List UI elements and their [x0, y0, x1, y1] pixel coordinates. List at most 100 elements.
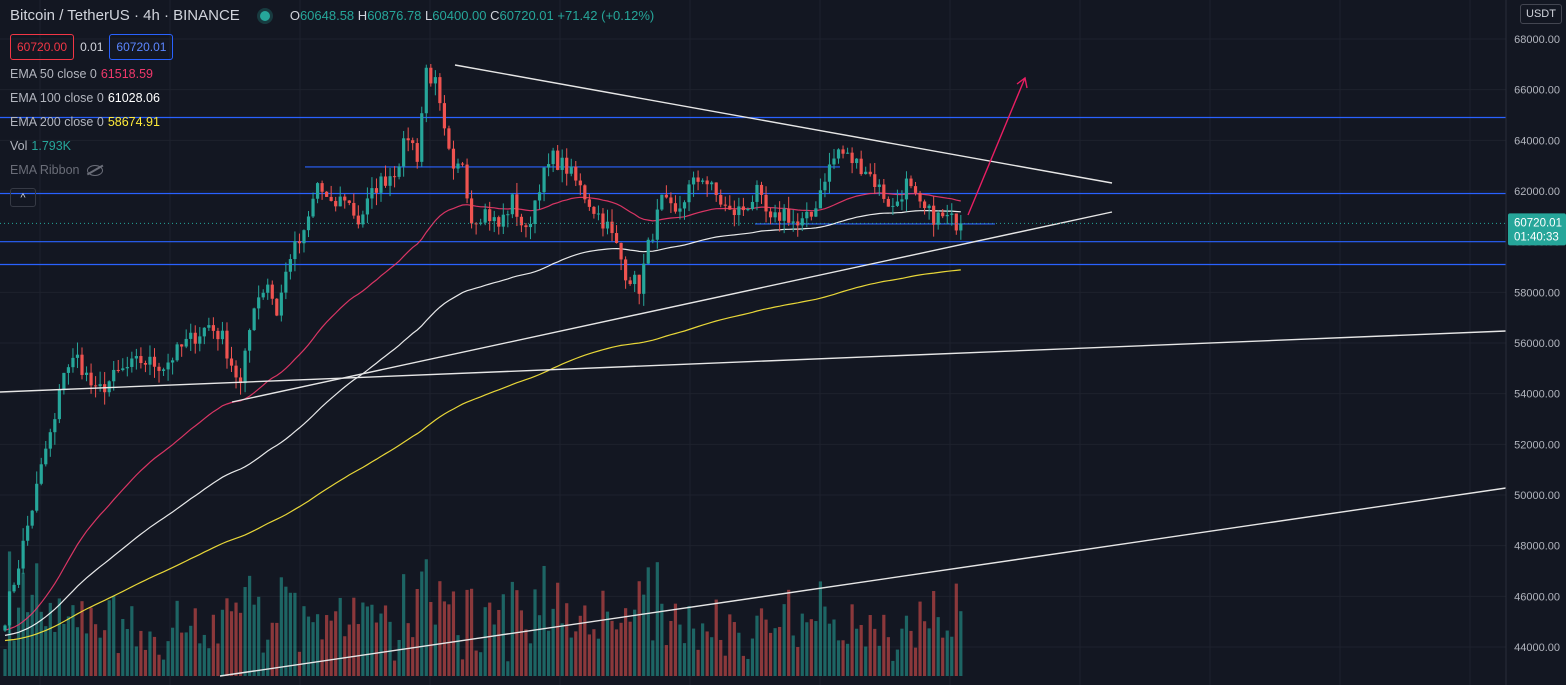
- volume-bar: [451, 591, 456, 676]
- candle-body: [456, 163, 460, 169]
- volume-bar: [800, 613, 804, 676]
- indicator-ema200[interactable]: EMA 200 close 0 58674.91: [10, 115, 160, 129]
- volume-bar: [796, 647, 800, 676]
- indicator-ema50[interactable]: EMA 50 close 0 61518.59: [10, 67, 153, 81]
- candle-body: [759, 184, 764, 195]
- volume-bar: [669, 620, 673, 676]
- candle-body: [483, 209, 487, 223]
- candle-body: [583, 185, 587, 200]
- candle-body: [855, 158, 859, 164]
- candle-body: [651, 239, 655, 241]
- candle-body: [352, 202, 356, 216]
- candle-body: [782, 208, 786, 221]
- sell-price-button[interactable]: 60720.00: [10, 34, 75, 60]
- candle-body: [238, 377, 243, 384]
- candle-body: [216, 330, 220, 340]
- candle-body: [619, 242, 623, 260]
- volume-bar: [814, 621, 818, 676]
- candle-body: [16, 568, 21, 585]
- volume-bar: [537, 615, 542, 676]
- volume-bar: [374, 622, 379, 676]
- price-axis[interactable]: 68000.0066000.0064000.0062000.0060000.00…: [1514, 34, 1560, 654]
- volume-bar: [438, 581, 442, 676]
- volume-bar: [506, 661, 510, 676]
- volume-bar: [193, 608, 197, 676]
- volume-bar: [311, 622, 315, 676]
- indicator-volume[interactable]: Vol 1.793K: [10, 139, 72, 153]
- volume-bar: [252, 604, 256, 676]
- candle-body: [35, 483, 39, 511]
- volume-bar: [130, 606, 134, 676]
- volume-bar: [266, 639, 270, 676]
- candle-body: [768, 211, 773, 218]
- indicator-ema-ribbon[interactable]: EMA Ribbon: [10, 160, 654, 180]
- horizontal-levels[interactable]: [0, 116, 1506, 266]
- currency-button[interactable]: USDT: [1520, 4, 1562, 24]
- candle-body: [334, 200, 338, 207]
- candle-body: [510, 194, 514, 215]
- candle-body: [741, 206, 745, 211]
- candle-body: [601, 213, 605, 229]
- candlesticks[interactable]: [3, 63, 963, 634]
- trendline: [231, 211, 1113, 403]
- candle-body: [537, 192, 542, 201]
- candle-body: [569, 166, 573, 174]
- volume-bar: [755, 615, 759, 676]
- volume-bar: [556, 582, 560, 676]
- candle-body: [705, 180, 709, 185]
- volume-bar: [234, 602, 238, 676]
- volume-bar: [605, 611, 610, 676]
- volume-bar: [379, 613, 383, 676]
- volume-bar: [918, 601, 922, 676]
- volume-bar: [148, 631, 152, 676]
- volume-bar: [320, 639, 324, 676]
- candle-body: [293, 241, 297, 260]
- candle-body: [687, 184, 691, 203]
- volume-bar: [891, 660, 895, 676]
- volume-bar: [53, 631, 57, 676]
- volume-bar: [782, 604, 786, 676]
- volume-bar: [696, 649, 700, 676]
- candle-body: [429, 67, 433, 84]
- candle-body: [669, 197, 673, 204]
- spread-value: 0.01: [80, 40, 104, 54]
- volume-bar: [84, 633, 89, 676]
- candle-body: [515, 194, 519, 217]
- volume-bar: [818, 581, 822, 676]
- volume-bar: [701, 623, 705, 676]
- volume-bar: [57, 598, 61, 676]
- candle-body: [220, 330, 225, 340]
- candle-body: [397, 166, 401, 177]
- volume-bar: [469, 588, 474, 676]
- candle-body: [3, 625, 7, 631]
- candle-body: [574, 166, 578, 181]
- price-tick-label: 54000.00: [1514, 389, 1560, 401]
- volume-bar: [284, 586, 288, 676]
- hidden-eye-icon[interactable]: [87, 165, 104, 177]
- candle-body: [315, 183, 320, 199]
- candle-body: [26, 525, 30, 541]
- volume-bar: [216, 643, 220, 676]
- volume-bar: [352, 597, 356, 676]
- volume-bar: [189, 625, 193, 676]
- volume-bar: [184, 632, 188, 676]
- candle-body: [338, 196, 342, 207]
- collapse-legend-button[interactable]: ^: [10, 188, 36, 207]
- candle-body: [139, 356, 143, 363]
- volume-bar: [655, 562, 659, 676]
- candle-body: [420, 113, 424, 162]
- volume-bar: [719, 639, 723, 676]
- candle-body: [755, 184, 759, 202]
- candle-body: [864, 171, 868, 175]
- candle-body: [959, 223, 963, 231]
- candle-body: [787, 208, 791, 223]
- volume-bar: [850, 604, 854, 676]
- candle-body: [48, 432, 52, 449]
- ema-line: [4, 209, 961, 636]
- volume-bar: [583, 605, 587, 676]
- indicator-ema100[interactable]: EMA 100 close 0 61028.06: [10, 91, 160, 105]
- trendline-drawings[interactable]: [0, 64, 1507, 677]
- symbol-title[interactable]: Bitcoin / TetherUS · 4h · BINANCE: [10, 7, 240, 24]
- buy-price-button[interactable]: 60720.01: [109, 34, 174, 60]
